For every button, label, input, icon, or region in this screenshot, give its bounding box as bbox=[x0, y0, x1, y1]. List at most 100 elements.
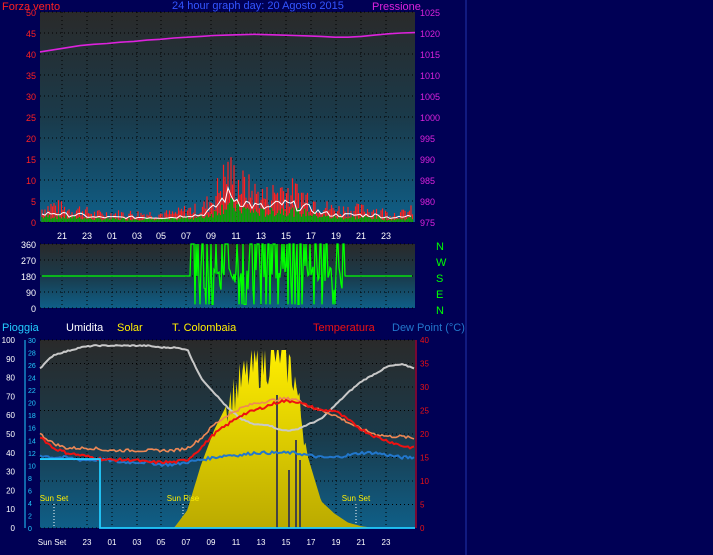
rain-tick-label: 12 bbox=[28, 451, 36, 458]
legend-dewpoint: Dew Point (°C) bbox=[392, 322, 465, 334]
pressure-tick-label: 975 bbox=[420, 218, 435, 228]
rain-tick-label: 2 bbox=[28, 513, 32, 520]
humidity-tick-label: 60 bbox=[6, 411, 15, 420]
compass-e: E bbox=[436, 289, 443, 301]
humidity-tick-label: 80 bbox=[6, 374, 15, 383]
x-tick-label: 11 bbox=[231, 231, 240, 241]
rain-tick-label: 14 bbox=[28, 438, 36, 445]
wind-tick-label: 10 bbox=[26, 176, 36, 186]
bottom-x-tick-label: 11 bbox=[232, 538, 241, 547]
bottom-x-tick-label: Sun Set bbox=[38, 538, 67, 547]
dir-tick-label: 270 bbox=[21, 256, 36, 266]
pressure-tick-label: 995 bbox=[420, 134, 435, 144]
compass-n-top: N bbox=[436, 241, 444, 253]
dir-tick-label: 0 bbox=[31, 304, 36, 314]
wind-tick-label: 15 bbox=[26, 155, 36, 165]
compass-n-bottom: N bbox=[436, 305, 444, 317]
dir-tick-label: 90 bbox=[26, 288, 36, 298]
temp-tick-label: 20 bbox=[420, 430, 429, 439]
temp-tick-label: 10 bbox=[420, 477, 429, 486]
chart-title: 24 hour graph day: 20 Agosto 2015 bbox=[172, 0, 344, 12]
rain-tick-label: 26 bbox=[28, 363, 36, 370]
rain-tick-label: 28 bbox=[28, 351, 36, 358]
x-tick-label: 05 bbox=[156, 231, 166, 241]
x-tick-label: 23 bbox=[82, 231, 92, 241]
x-tick-label: 13 bbox=[256, 231, 266, 241]
tcolombaia-line bbox=[39, 396, 415, 453]
pressure-tick-label: 1000 bbox=[420, 113, 440, 123]
bottom-x-tick-label: 23 bbox=[83, 538, 92, 547]
pressure-tick-label: 990 bbox=[420, 155, 435, 165]
wind-axis-label: Forza vento bbox=[2, 1, 60, 13]
rain-tick-label: 20 bbox=[28, 401, 36, 408]
pressure-tick-label: 1020 bbox=[420, 29, 440, 39]
humidity-tick-label: 20 bbox=[6, 486, 15, 495]
bottom-x-tick-label: 13 bbox=[257, 538, 266, 547]
rain-tick-label: 22 bbox=[28, 388, 36, 395]
temp-tick-label: 0 bbox=[420, 524, 425, 533]
compass-w: W bbox=[436, 257, 447, 269]
bottom-x-tick-label: 05 bbox=[157, 538, 166, 547]
wind-tick-label: 40 bbox=[26, 50, 36, 60]
legend-humidity: Umidita bbox=[66, 322, 104, 334]
humidity-tick-label: 100 bbox=[2, 336, 16, 345]
rain-tick-label: 16 bbox=[28, 426, 36, 433]
legend-tcolombaia: T. Colombaia bbox=[172, 322, 237, 334]
rain-tick-label: 10 bbox=[28, 463, 36, 470]
x-tick-label: 01 bbox=[107, 231, 117, 241]
humidity-tick-label: 0 bbox=[11, 524, 16, 533]
x-tick-label: 09 bbox=[206, 231, 216, 241]
bottom-x-tick-label: 09 bbox=[207, 538, 216, 547]
rain-tick-label: 6 bbox=[28, 488, 32, 495]
bottom-x-tick-label: 07 bbox=[182, 538, 191, 547]
x-tick-label: 17 bbox=[306, 231, 316, 241]
temp-tick-label: 5 bbox=[420, 501, 425, 510]
legend-rain: Pioggia bbox=[2, 322, 40, 334]
x-tick-label: 07 bbox=[181, 231, 191, 241]
temp-tick-label: 30 bbox=[420, 383, 429, 392]
humidity-tick-label: 10 bbox=[6, 505, 15, 514]
bottom-x-tick-label: 03 bbox=[133, 538, 142, 547]
bottom-x-tick-label: 19 bbox=[332, 538, 341, 547]
x-tick-label: 19 bbox=[331, 231, 341, 241]
x-tick-label: 23 bbox=[381, 231, 391, 241]
humidity-tick-label: 30 bbox=[6, 468, 15, 477]
pressure-tick-label: 985 bbox=[420, 176, 435, 186]
rain-line bbox=[40, 458, 415, 529]
bottom-x-tick-label: 23 bbox=[382, 538, 391, 547]
humidity-tick-label: 50 bbox=[6, 430, 15, 439]
wind-tick-label: 25 bbox=[26, 113, 36, 123]
temp-tick-label: 15 bbox=[420, 454, 429, 463]
dir-tick-label: 360 bbox=[21, 240, 36, 250]
pressure-tick-label: 1025 bbox=[420, 8, 440, 18]
bottom-x-tick-label: 01 bbox=[108, 538, 117, 547]
dir-tick-label: 180 bbox=[21, 272, 36, 282]
rain-tick-label: 30 bbox=[28, 338, 36, 345]
pressure-tick-label: 1005 bbox=[420, 92, 440, 102]
wind-tick-label: 5 bbox=[31, 197, 36, 207]
rain-tick-label: 18 bbox=[28, 413, 36, 420]
wind-tick-label: 0 bbox=[31, 218, 36, 228]
temp-tick-label: 40 bbox=[420, 336, 429, 345]
pressure-line bbox=[39, 31, 416, 53]
pressure-tick-label: 980 bbox=[420, 197, 435, 207]
humidity-tick-label: 70 bbox=[6, 392, 15, 401]
x-tick-label: 21 bbox=[57, 231, 67, 241]
wind-tick-label: 45 bbox=[26, 29, 36, 39]
wind-tick-label: 30 bbox=[26, 92, 36, 102]
x-tick-label: 21 bbox=[356, 231, 366, 241]
bottom-x-tick-label: 21 bbox=[357, 538, 366, 547]
humidity-line bbox=[39, 344, 415, 432]
bottom-x-tick-label: 17 bbox=[307, 538, 316, 547]
temp-tick-label: 35 bbox=[420, 360, 429, 369]
x-tick-label: 15 bbox=[281, 231, 291, 241]
temperature-line bbox=[39, 398, 415, 465]
sun-event-label: Sun Rise bbox=[167, 494, 200, 503]
sun-event-label: Sun Set bbox=[40, 494, 69, 503]
direction-line bbox=[42, 243, 412, 306]
sun-event-label: Sun Set bbox=[342, 494, 371, 503]
bottom-x-tick-label: 15 bbox=[282, 538, 291, 547]
x-tick-label: 03 bbox=[132, 231, 142, 241]
rain-tick-label: 24 bbox=[28, 376, 36, 383]
